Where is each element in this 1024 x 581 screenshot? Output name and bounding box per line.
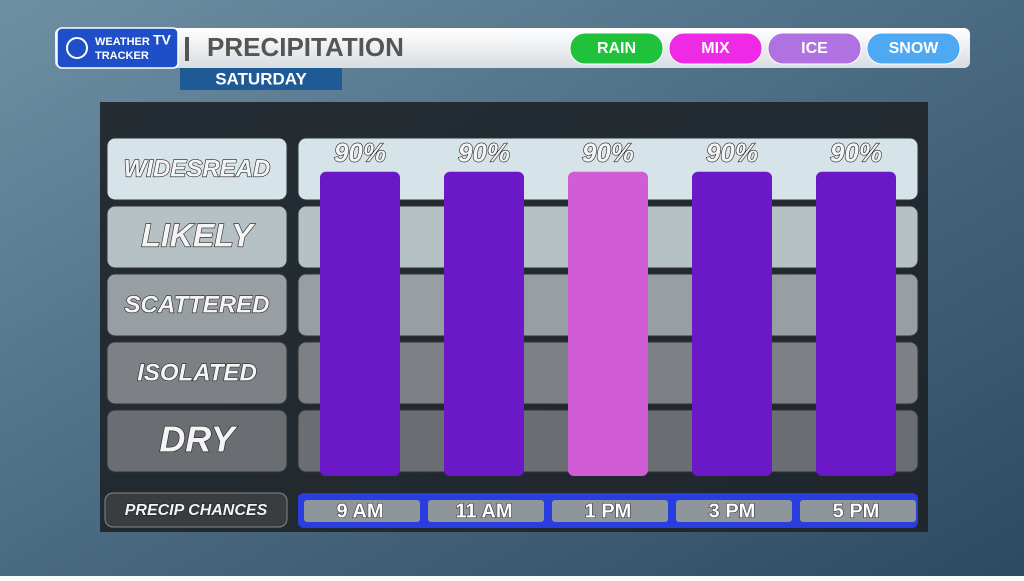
separator [185,37,189,61]
x-tick-label: 9 AM [336,500,383,522]
value-label: 90% [582,138,634,168]
bar [568,171,648,477]
x-label-box [104,492,288,528]
x-tick-label: 5 PM [833,500,880,522]
time-cell [304,500,420,522]
bar [816,171,896,477]
level-box [106,409,288,473]
time-cell [676,500,792,522]
logo-text: TRACKER [95,50,149,62]
time-cell [428,500,544,522]
legend-label: RAIN [597,40,636,57]
logo-icon [66,37,88,59]
level-box [106,137,288,201]
legend-pill [767,32,862,65]
subtitle-tab [180,68,342,90]
legend-pill [668,32,763,65]
value-label: 90% [706,138,758,168]
level-label: SCATTERED [125,291,270,318]
title: PRECIPITATION [207,32,404,62]
level-label: DRY [159,419,237,460]
logo-text: WEATHER [95,36,150,48]
legend-label: MIX [701,40,730,57]
x-tick-label: 3 PM [709,500,756,522]
time-cell [552,500,668,522]
x-tick-label: 11 AM [455,500,512,522]
level-box [106,205,288,269]
logo-box [56,27,179,69]
level-label: WIDESREAD [124,155,271,182]
level-label: LIKELY [141,217,255,253]
bar [444,171,524,477]
time-cell [800,500,916,522]
value-label: 90% [830,138,882,168]
level-box [106,273,288,337]
value-label: 90% [458,138,510,168]
legend-pill [569,32,664,65]
legend-label: ICE [801,40,828,57]
logo-badge: TV [153,32,172,48]
value-label: 90% [334,138,386,168]
x-tick-label: 1 PM [585,500,632,522]
bar [320,171,400,477]
subtitle: SATURDAY [215,69,307,88]
legend-pill [866,32,961,65]
bar [692,171,772,477]
x-label: PRECIP CHANCES [125,502,268,519]
level-label: ISOLATED [137,359,257,386]
level-box [106,341,288,405]
legend-label: SNOW [889,40,940,57]
